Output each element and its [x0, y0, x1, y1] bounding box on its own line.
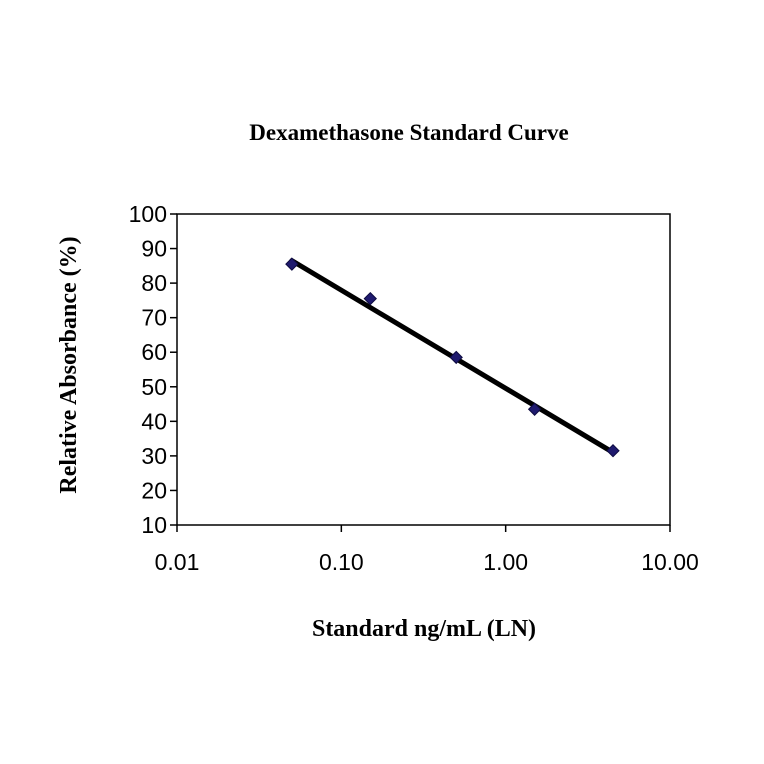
y-axis: 10 20 30 40 50 60 70 80 90 100: [129, 201, 177, 538]
x-axis-label: Standard ng/mL (LN): [312, 616, 536, 642]
y-tick-label: 40: [141, 408, 167, 434]
data-point: [527, 402, 542, 416]
data-point: [606, 443, 620, 458]
y-tick-label: 80: [141, 270, 167, 296]
data-point: [449, 350, 463, 365]
y-tick-label: 20: [141, 477, 167, 503]
x-tick-label: 10.00: [641, 549, 699, 575]
y-tick-label: 30: [141, 443, 167, 469]
y-tick-label: 10: [141, 512, 167, 538]
x-tick-label: 0.01: [155, 549, 200, 575]
plot-area: [176, 213, 671, 526]
data-point: [363, 291, 377, 306]
y-tick-label: 70: [141, 305, 167, 331]
data-point: [285, 257, 299, 271]
y-tick-label: 100: [129, 201, 167, 227]
chart-title: Dexamethasone Standard Curve: [249, 120, 568, 145]
x-tick-label: 1.00: [483, 549, 528, 575]
x-axis: 0.01 0.10 1.00 10.00: [155, 525, 699, 575]
y-tick-label: 50: [141, 374, 167, 400]
y-tick-label: 60: [141, 339, 167, 365]
data-points: [285, 257, 620, 458]
y-axis-label: Relative Absorbance (%): [56, 236, 82, 493]
y-tick-label: 90: [141, 236, 167, 262]
x-tick-label: 0.10: [319, 549, 364, 575]
